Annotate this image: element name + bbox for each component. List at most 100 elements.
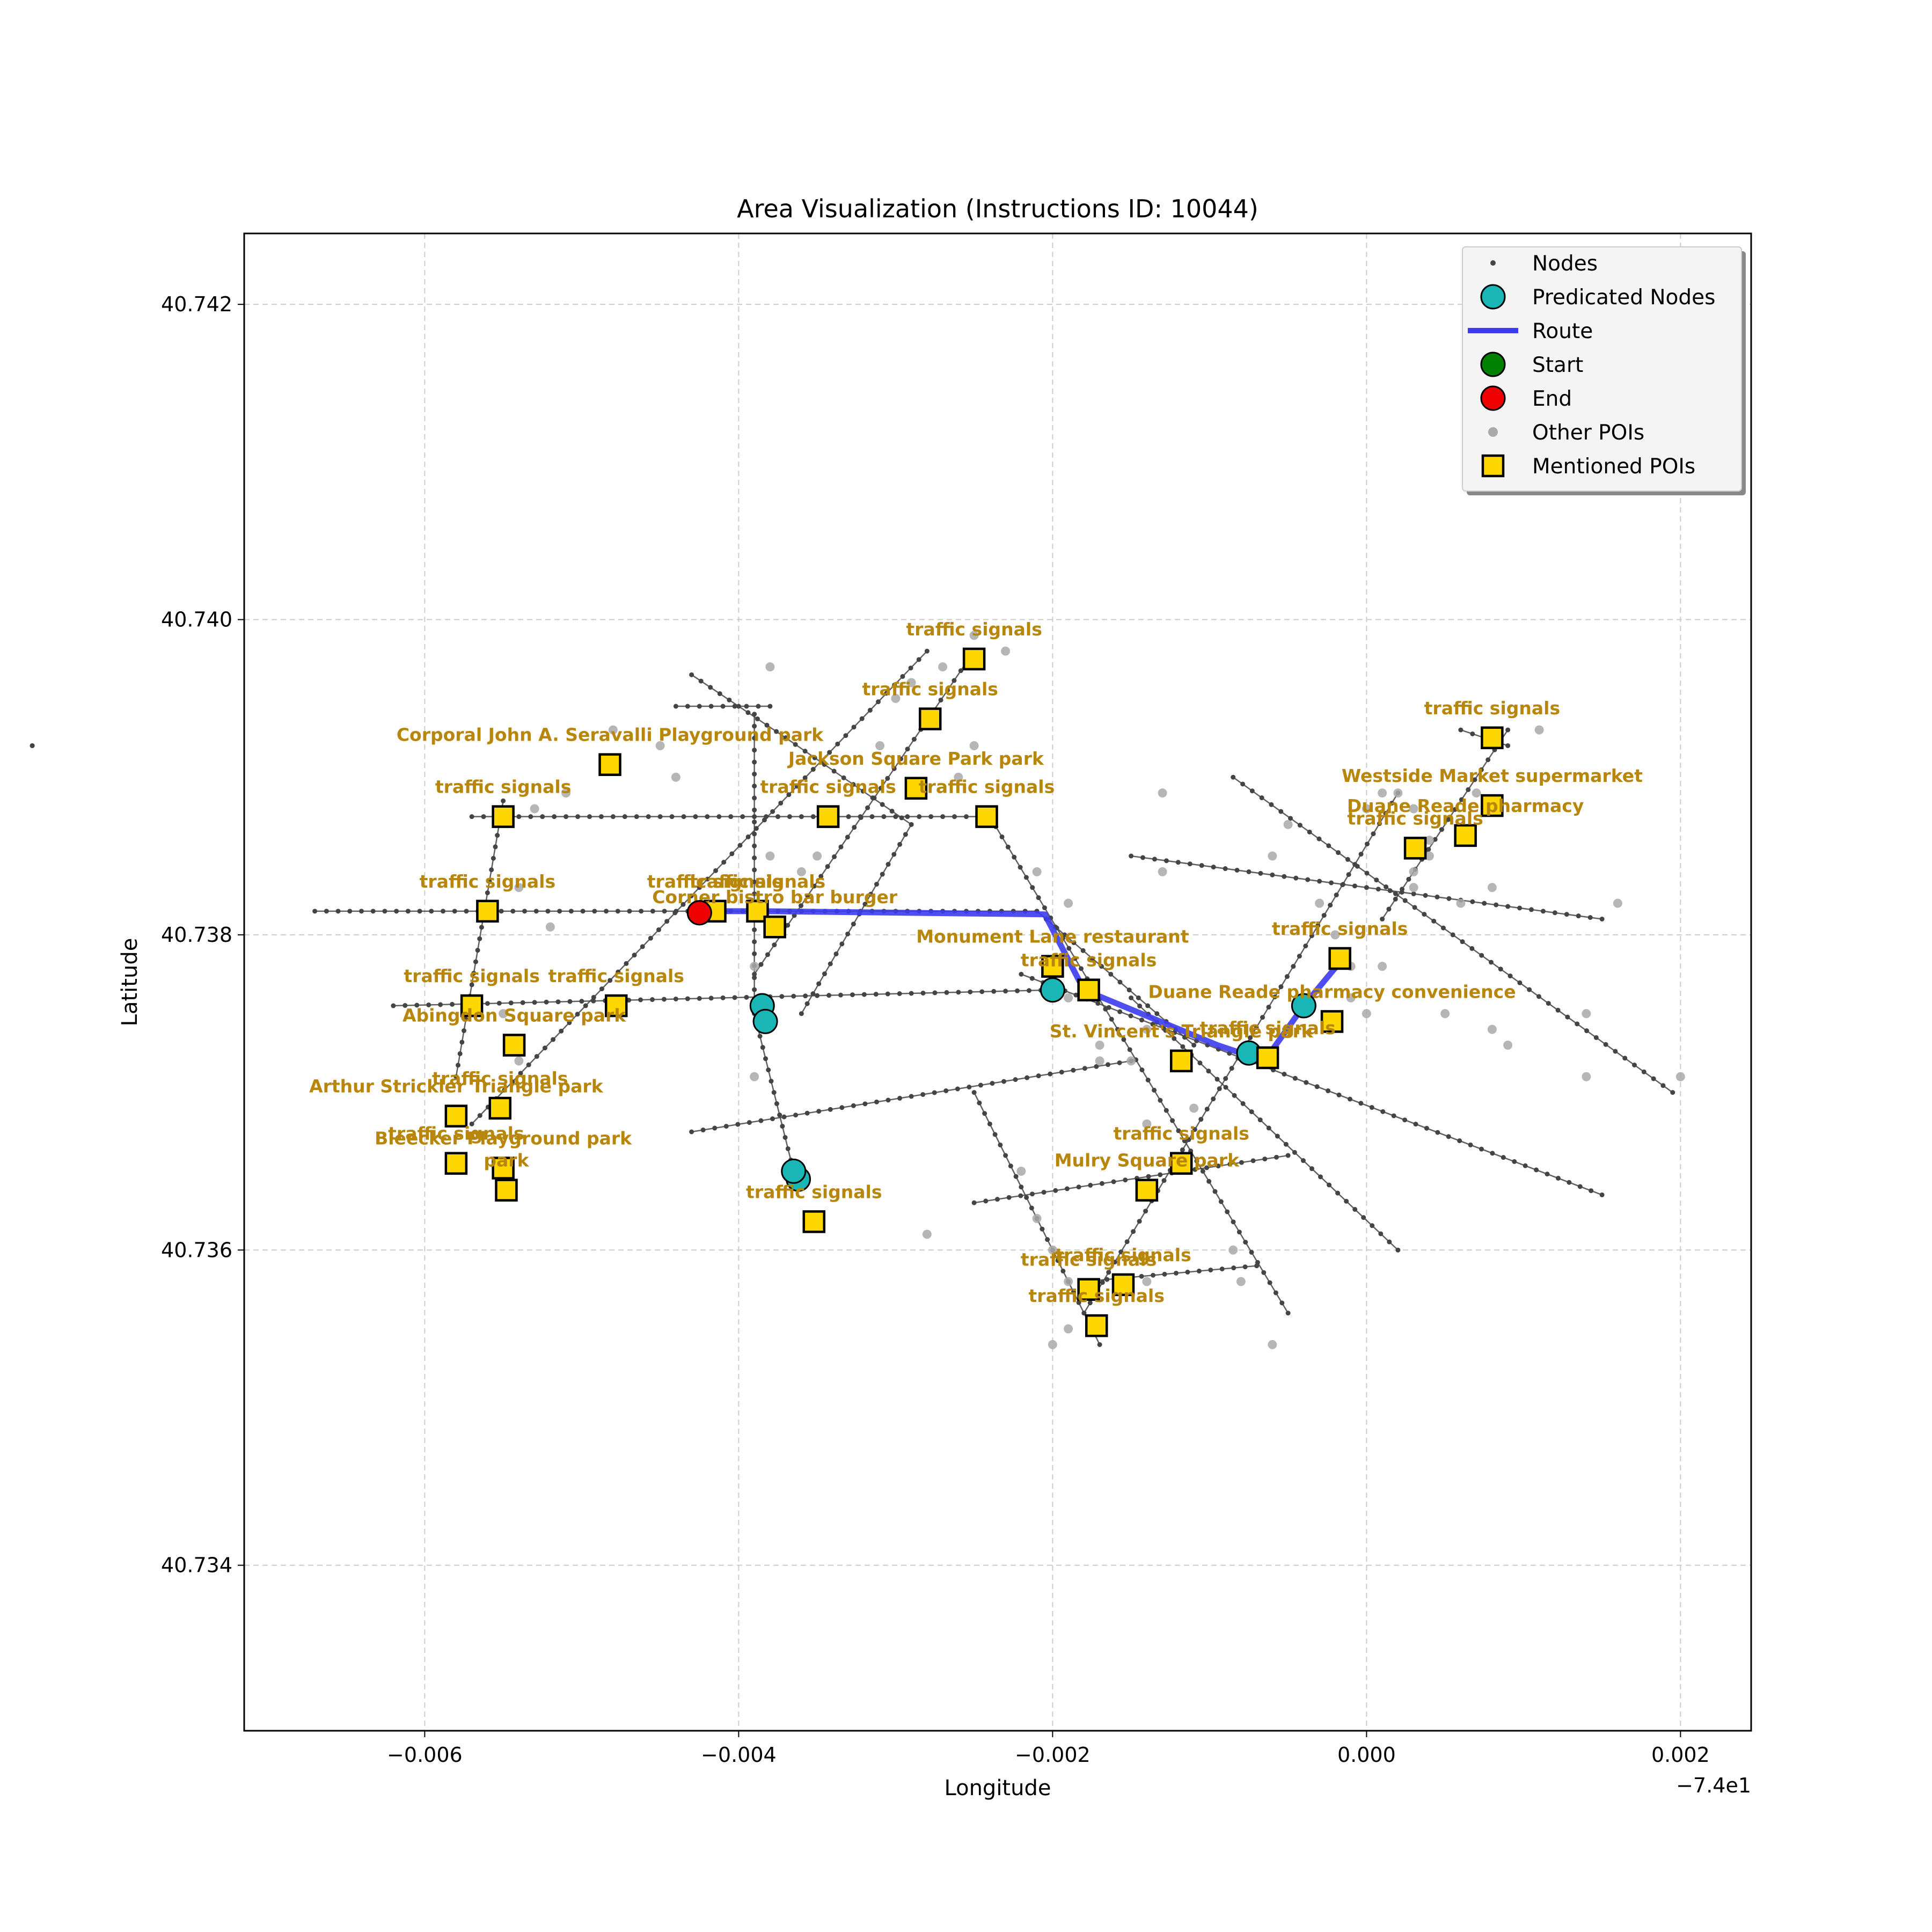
node bbox=[1374, 877, 1379, 883]
mentioned-poi[interactable] bbox=[1454, 824, 1477, 847]
other-poi bbox=[1315, 898, 1324, 908]
legend-label: Start bbox=[1532, 353, 1583, 377]
mentioned-poi[interactable] bbox=[604, 994, 628, 1018]
mentioned-poi[interactable] bbox=[1320, 1010, 1344, 1033]
mentioned-poi[interactable] bbox=[476, 899, 499, 923]
node bbox=[909, 822, 914, 827]
mentioned-poi[interactable] bbox=[460, 994, 484, 1018]
node bbox=[940, 814, 946, 819]
node bbox=[1187, 861, 1192, 867]
mentioned-poi[interactable] bbox=[918, 707, 942, 730]
node bbox=[1391, 1113, 1396, 1118]
mentioned-poi[interactable] bbox=[1077, 978, 1100, 1001]
node bbox=[752, 939, 757, 945]
node bbox=[1378, 1231, 1384, 1236]
node bbox=[744, 994, 749, 1000]
mentioned-poi[interactable] bbox=[1328, 947, 1351, 970]
mentioned-poi[interactable] bbox=[444, 1152, 468, 1175]
node bbox=[1536, 994, 1541, 999]
node bbox=[874, 882, 879, 887]
other-poi bbox=[514, 1056, 524, 1066]
node bbox=[891, 766, 897, 771]
node bbox=[1036, 1073, 1041, 1079]
mentioned-poi[interactable] bbox=[1403, 837, 1427, 860]
mentioned-poi[interactable] bbox=[816, 805, 840, 828]
mentioned-poi[interactable] bbox=[1041, 955, 1064, 978]
node bbox=[1282, 1072, 1287, 1077]
node bbox=[838, 992, 843, 998]
node bbox=[697, 704, 702, 709]
mentioned-poi[interactable] bbox=[1481, 794, 1504, 817]
node bbox=[721, 860, 727, 865]
node bbox=[1162, 1271, 1167, 1277]
node bbox=[1285, 1153, 1291, 1158]
mentioned-poi[interactable] bbox=[492, 805, 515, 828]
node bbox=[567, 1020, 572, 1026]
mentioned-poi[interactable] bbox=[492, 1157, 515, 1180]
node bbox=[1154, 1011, 1160, 1016]
node bbox=[747, 1120, 752, 1125]
x-axis-offset: −7.4e1 bbox=[1676, 1774, 1751, 1797]
mentioned-poi[interactable] bbox=[1256, 1046, 1279, 1070]
other-poi bbox=[1393, 788, 1403, 798]
mentioned-poi[interactable] bbox=[502, 1034, 526, 1057]
node bbox=[920, 1092, 926, 1097]
mentioned-poi[interactable] bbox=[1085, 1314, 1108, 1337]
legend-swatch-predicated bbox=[1480, 284, 1506, 310]
mentioned-poi[interactable] bbox=[444, 1104, 468, 1128]
node bbox=[765, 952, 770, 957]
mentioned-poi[interactable] bbox=[1169, 1152, 1193, 1175]
node bbox=[1104, 1277, 1110, 1282]
node bbox=[1231, 774, 1236, 780]
mentioned-poi[interactable] bbox=[904, 777, 928, 800]
node bbox=[559, 1028, 564, 1034]
node bbox=[1412, 905, 1417, 910]
mentioned-poi[interactable] bbox=[1077, 1278, 1100, 1301]
node bbox=[1236, 1230, 1242, 1235]
node bbox=[669, 814, 675, 819]
mentioned-poi[interactable] bbox=[975, 805, 998, 828]
other-poi bbox=[514, 883, 524, 892]
node bbox=[1121, 1037, 1126, 1042]
mentioned-poi[interactable] bbox=[1135, 1179, 1159, 1202]
node bbox=[1283, 1141, 1289, 1147]
mentioned-poi[interactable] bbox=[1169, 1049, 1193, 1073]
other-poi bbox=[1283, 819, 1293, 829]
node bbox=[810, 991, 816, 997]
node bbox=[1145, 1078, 1151, 1083]
other-poi bbox=[1142, 1119, 1152, 1129]
other-poi bbox=[1582, 1009, 1591, 1019]
mentioned-poi[interactable] bbox=[1111, 1273, 1135, 1297]
node bbox=[429, 909, 434, 914]
node bbox=[1387, 1239, 1392, 1245]
mentioned-poi[interactable] bbox=[802, 1210, 826, 1233]
legend[interactable]: Nodes Predicated Nodes Route Start End Other … bbox=[1462, 246, 1746, 495]
node bbox=[720, 704, 726, 709]
mentioned-poi[interactable] bbox=[488, 1096, 512, 1120]
node bbox=[394, 909, 399, 914]
node bbox=[774, 1101, 779, 1107]
mentioned-poi[interactable] bbox=[495, 1179, 518, 1202]
node bbox=[1192, 1127, 1197, 1132]
mentioned-poi[interactable] bbox=[763, 915, 786, 939]
node bbox=[1257, 1117, 1263, 1123]
legend-label: Mentioned POIs bbox=[1532, 455, 1695, 479]
node bbox=[1243, 1240, 1248, 1245]
node bbox=[1274, 1154, 1279, 1160]
node bbox=[1117, 979, 1123, 985]
mentioned-poi[interactable] bbox=[962, 647, 986, 671]
node bbox=[825, 864, 830, 869]
node bbox=[763, 1056, 769, 1062]
node bbox=[1284, 974, 1290, 979]
node bbox=[1250, 1158, 1256, 1163]
node bbox=[1282, 874, 1287, 879]
node bbox=[1223, 1076, 1228, 1081]
node bbox=[818, 874, 824, 879]
node bbox=[1223, 866, 1228, 872]
mentioned-poi[interactable] bbox=[1481, 726, 1504, 750]
node bbox=[785, 1146, 791, 1151]
other-poi bbox=[1362, 1009, 1371, 1019]
mentioned-poi[interactable] bbox=[598, 753, 621, 776]
node bbox=[1106, 1062, 1111, 1067]
node bbox=[1446, 1134, 1451, 1139]
